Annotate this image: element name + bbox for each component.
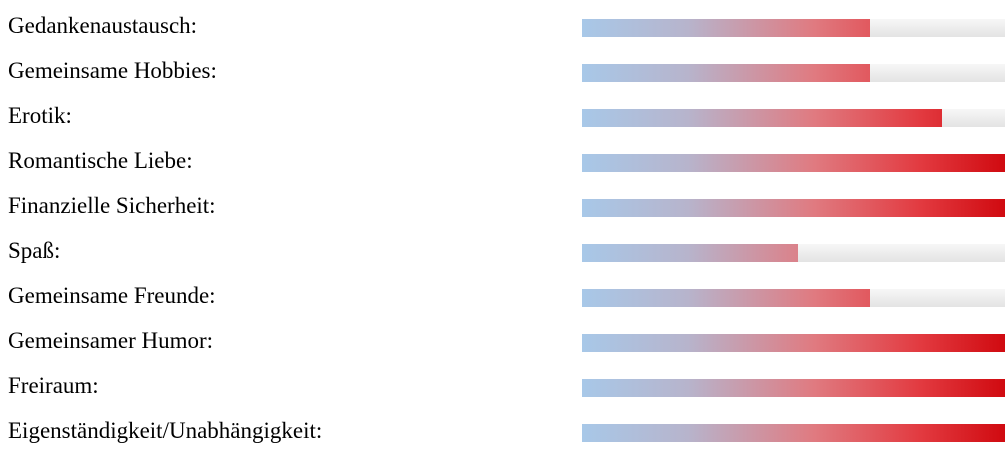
- category-label: Eigenständigkeit/Unabhängigkeit:: [8, 418, 323, 443]
- bar-row: Spaß:: [0, 232, 1005, 270]
- category-label: Spaß:: [8, 238, 61, 263]
- category-label: Gemeinsame Freunde:: [8, 283, 216, 308]
- bar: [582, 244, 798, 262]
- bar-row: Romantische Liebe:: [0, 142, 1005, 180]
- bar-track: [582, 154, 1005, 172]
- category-label: Finanzielle Sicherheit:: [8, 193, 216, 218]
- bar-track: [582, 244, 1005, 262]
- bar-row: Freiraum:: [0, 367, 1005, 405]
- bar: [582, 199, 1005, 217]
- bar-track: [582, 424, 1005, 442]
- bar: [582, 154, 1005, 172]
- bar-track: [582, 199, 1005, 217]
- bar-row: Erotik:: [0, 97, 1005, 135]
- category-label: Freiraum:: [8, 373, 99, 398]
- category-label: Gedankenaustausch:: [8, 13, 198, 38]
- bar-track: [582, 64, 1005, 82]
- bar: [582, 19, 870, 37]
- bar: [582, 289, 870, 307]
- bar-track: [582, 289, 1005, 307]
- bar-row: Finanzielle Sicherheit:: [0, 187, 1005, 225]
- bar-track: [582, 19, 1005, 37]
- category-label: Erotik:: [8, 103, 72, 128]
- category-label: Romantische Liebe:: [8, 148, 193, 173]
- bar: [582, 424, 1005, 442]
- bar-track: [582, 334, 1005, 352]
- bar: [582, 64, 870, 82]
- bar-track: [582, 379, 1005, 397]
- bar: [582, 109, 942, 127]
- bar-row: Gedankenaustausch:: [0, 7, 1005, 45]
- bar: [582, 379, 1005, 397]
- bar-row: Gemeinsamer Humor:: [0, 322, 1005, 360]
- bar: [582, 334, 1005, 352]
- bar-row: Gemeinsame Freunde:: [0, 277, 1005, 315]
- bar-row: Gemeinsame Hobbies:: [0, 52, 1005, 90]
- bar-track: [582, 109, 1005, 127]
- category-label: Gemeinsame Hobbies:: [8, 58, 217, 83]
- bar-row: Eigenständigkeit/Unabhängigkeit:: [0, 412, 1005, 450]
- category-label: Gemeinsamer Humor:: [8, 328, 214, 353]
